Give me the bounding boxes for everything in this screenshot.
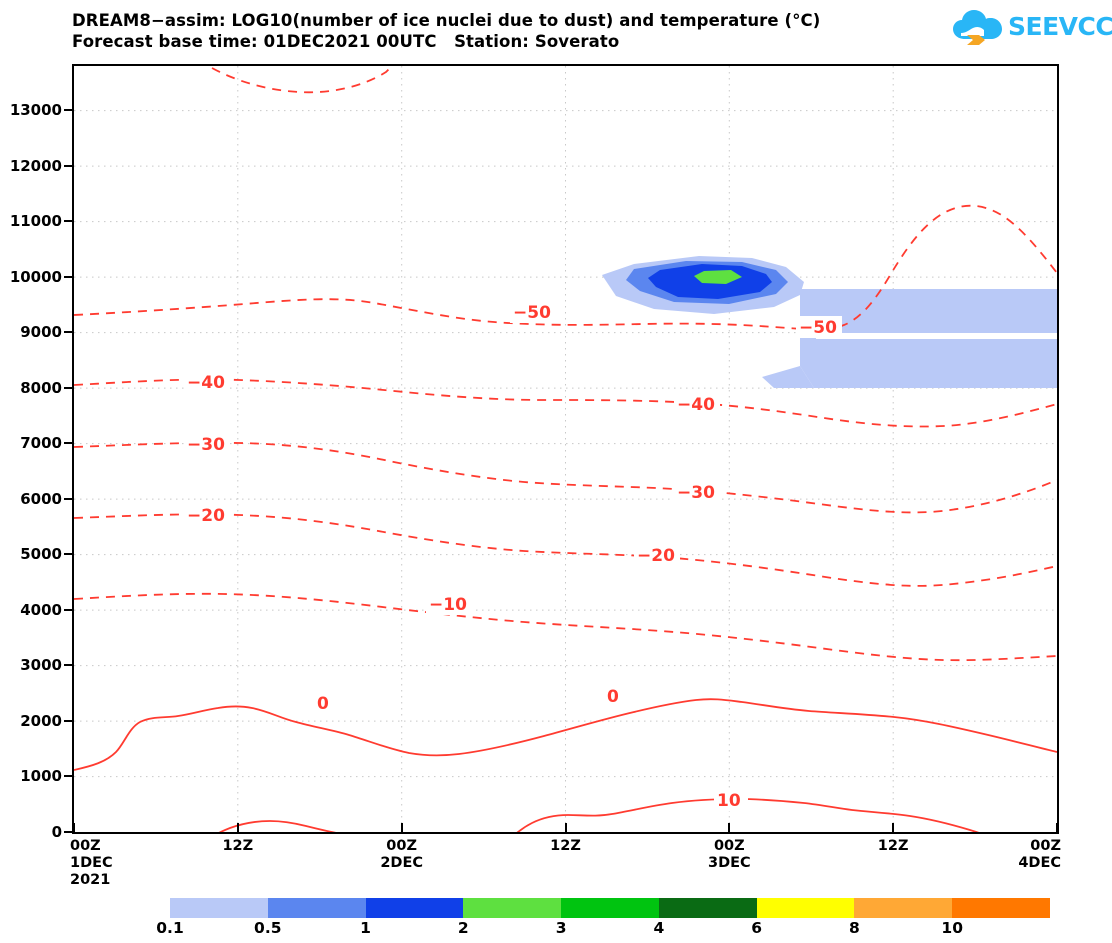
y-axis-tick-mark bbox=[64, 331, 72, 334]
colorbar-segment bbox=[854, 898, 953, 918]
contour-label-minus50-a: −50 bbox=[513, 303, 551, 323]
y-axis-tick-label: 13000 bbox=[9, 101, 62, 120]
x-axis-tick-label: 12Z bbox=[877, 838, 909, 854]
contour-minus20 bbox=[74, 513, 1057, 587]
y-axis-tick-mark bbox=[64, 386, 72, 389]
contour-label-ten: 10 bbox=[717, 791, 741, 811]
colorbar-tick-label: 8 bbox=[849, 919, 860, 937]
y-axis-tick-label: 10000 bbox=[9, 267, 62, 286]
contour-label-minus40-b: −40 bbox=[677, 395, 715, 415]
contour-label-minus30-a: −30 bbox=[187, 435, 225, 455]
colorbar-tick-label: 10 bbox=[941, 919, 964, 937]
contour-ten-right bbox=[516, 798, 980, 832]
seevccc-logo: SEEVCCC bbox=[952, 8, 1112, 48]
y-axis-tick-mark bbox=[64, 109, 72, 112]
contour-label-minus20-b: −20 bbox=[637, 546, 675, 566]
y-axis-tick-mark bbox=[64, 275, 72, 278]
colorbar-segment bbox=[170, 898, 268, 918]
y-axis-tick-label: 5000 bbox=[20, 545, 62, 564]
logo-wordmark: SEEVCCC bbox=[1008, 12, 1112, 41]
plot-area: −50 −50 −40 −40 −30 −30 −20 −20 −10 0 bbox=[72, 64, 1059, 834]
x-axis-tick-mark bbox=[73, 823, 75, 832]
contour-label-minus50-b: −50 bbox=[799, 318, 837, 338]
y-axis-tick-label: 9000 bbox=[20, 323, 62, 342]
x-axis-tick-mark bbox=[400, 823, 403, 832]
x-axis-tick-label: 00Z 1DEC 2021 bbox=[70, 838, 113, 888]
contour-top bbox=[211, 67, 391, 94]
colorbar-segment bbox=[658, 898, 757, 918]
x-axis-tick-mark bbox=[728, 823, 731, 832]
colorbar-segment bbox=[952, 898, 1051, 918]
y-axis-tick-label: 7000 bbox=[20, 434, 62, 453]
contour-minus10 bbox=[74, 592, 1057, 662]
y-axis-tick-mark bbox=[64, 775, 72, 778]
colorbar-tick-label: 1 bbox=[360, 919, 371, 937]
temperature-contours bbox=[74, 67, 1057, 832]
x-axis-tick-label: 00Z 3DEC bbox=[707, 838, 751, 871]
y-axis-tick-mark bbox=[64, 164, 72, 167]
y-axis-tick-mark bbox=[64, 831, 72, 833]
title-line-1: DREAM8−assim: LOG10(number of ice nuclei… bbox=[72, 11, 821, 30]
colorbar-tick-label: 4 bbox=[653, 919, 665, 937]
y-axis-tick-mark bbox=[64, 664, 72, 667]
dust-shading bbox=[602, 256, 1057, 388]
x-axis-tick-mark bbox=[892, 823, 895, 832]
x-axis-tick-label: 00Z 2DEC bbox=[380, 838, 423, 871]
y-axis-tick-label: 11000 bbox=[9, 212, 62, 231]
x-axis-tick-mark bbox=[1056, 823, 1058, 832]
x-axis-tick-label: 12Z bbox=[550, 838, 581, 854]
cloud-icon bbox=[953, 10, 1002, 45]
colorbar-tick-label: 2 bbox=[457, 919, 469, 937]
page-title: DREAM8−assim: LOG10(number of ice nuclei… bbox=[72, 10, 972, 52]
y-axis-tick-mark bbox=[64, 719, 72, 722]
y-axis-tick-label: 8000 bbox=[20, 378, 62, 397]
contour-labels: −50 −50 −40 −40 −30 −30 −20 −20 −10 0 bbox=[184, 301, 842, 811]
y-axis-tick-label: 3000 bbox=[20, 656, 62, 675]
colorbar-segment bbox=[267, 898, 366, 918]
colorbar-segment bbox=[756, 898, 855, 918]
colorbar-segment bbox=[365, 898, 464, 918]
contour-label-minus30-b: −30 bbox=[677, 483, 715, 503]
contour-minus40 bbox=[74, 378, 1057, 428]
contour-zero bbox=[74, 698, 1057, 771]
contour-ten-left bbox=[218, 820, 337, 832]
x-axis-tick-label: 12Z bbox=[222, 838, 254, 854]
colorbar-tick-label: 0.5 bbox=[254, 919, 282, 937]
colorbar-segment bbox=[561, 898, 659, 918]
plot-canvas: −50 −50 −40 −40 −30 −30 −20 −20 −10 0 bbox=[74, 66, 1057, 832]
colorbar-tick-label: 6 bbox=[751, 919, 763, 937]
title-line-2: Forecast base time: 01DEC2021 00UTC Stat… bbox=[72, 32, 620, 51]
colorbar-segment bbox=[463, 898, 562, 918]
y-axis-tick-label: 0 bbox=[51, 823, 62, 841]
colorbar bbox=[170, 898, 1051, 918]
contour-label-minus20-a: −20 bbox=[187, 506, 225, 526]
contour-label-minus40-a: −40 bbox=[187, 373, 225, 393]
y-axis-tick-label: 12000 bbox=[9, 156, 62, 175]
contour-label-zero-b: 0 bbox=[607, 687, 619, 707]
y-axis-tick-mark bbox=[64, 497, 72, 500]
y-axis-tick-mark bbox=[64, 442, 72, 445]
y-axis-tick-mark bbox=[64, 608, 72, 611]
y-axis-tick-mark bbox=[64, 220, 72, 223]
x-axis-tick-mark bbox=[564, 823, 567, 832]
x-axis-tick-label: 00Z 4DEC bbox=[1018, 838, 1061, 871]
x-axis-tick-mark bbox=[236, 823, 239, 832]
colorbar-tick-label: 3 bbox=[555, 919, 567, 937]
contour-label-zero-a: 0 bbox=[317, 694, 329, 714]
y-axis-tick-label: 1000 bbox=[20, 767, 62, 786]
y-axis-tick-label: 2000 bbox=[20, 711, 62, 730]
y-axis-tick-label: 6000 bbox=[20, 489, 62, 508]
contour-label-minus10: −10 bbox=[429, 595, 467, 615]
y-axis-tick-label: 4000 bbox=[20, 600, 62, 619]
y-axis-tick-mark bbox=[64, 553, 72, 556]
contour-minus30 bbox=[74, 441, 1057, 514]
colorbar-tick-label: 0.1 bbox=[156, 919, 184, 937]
